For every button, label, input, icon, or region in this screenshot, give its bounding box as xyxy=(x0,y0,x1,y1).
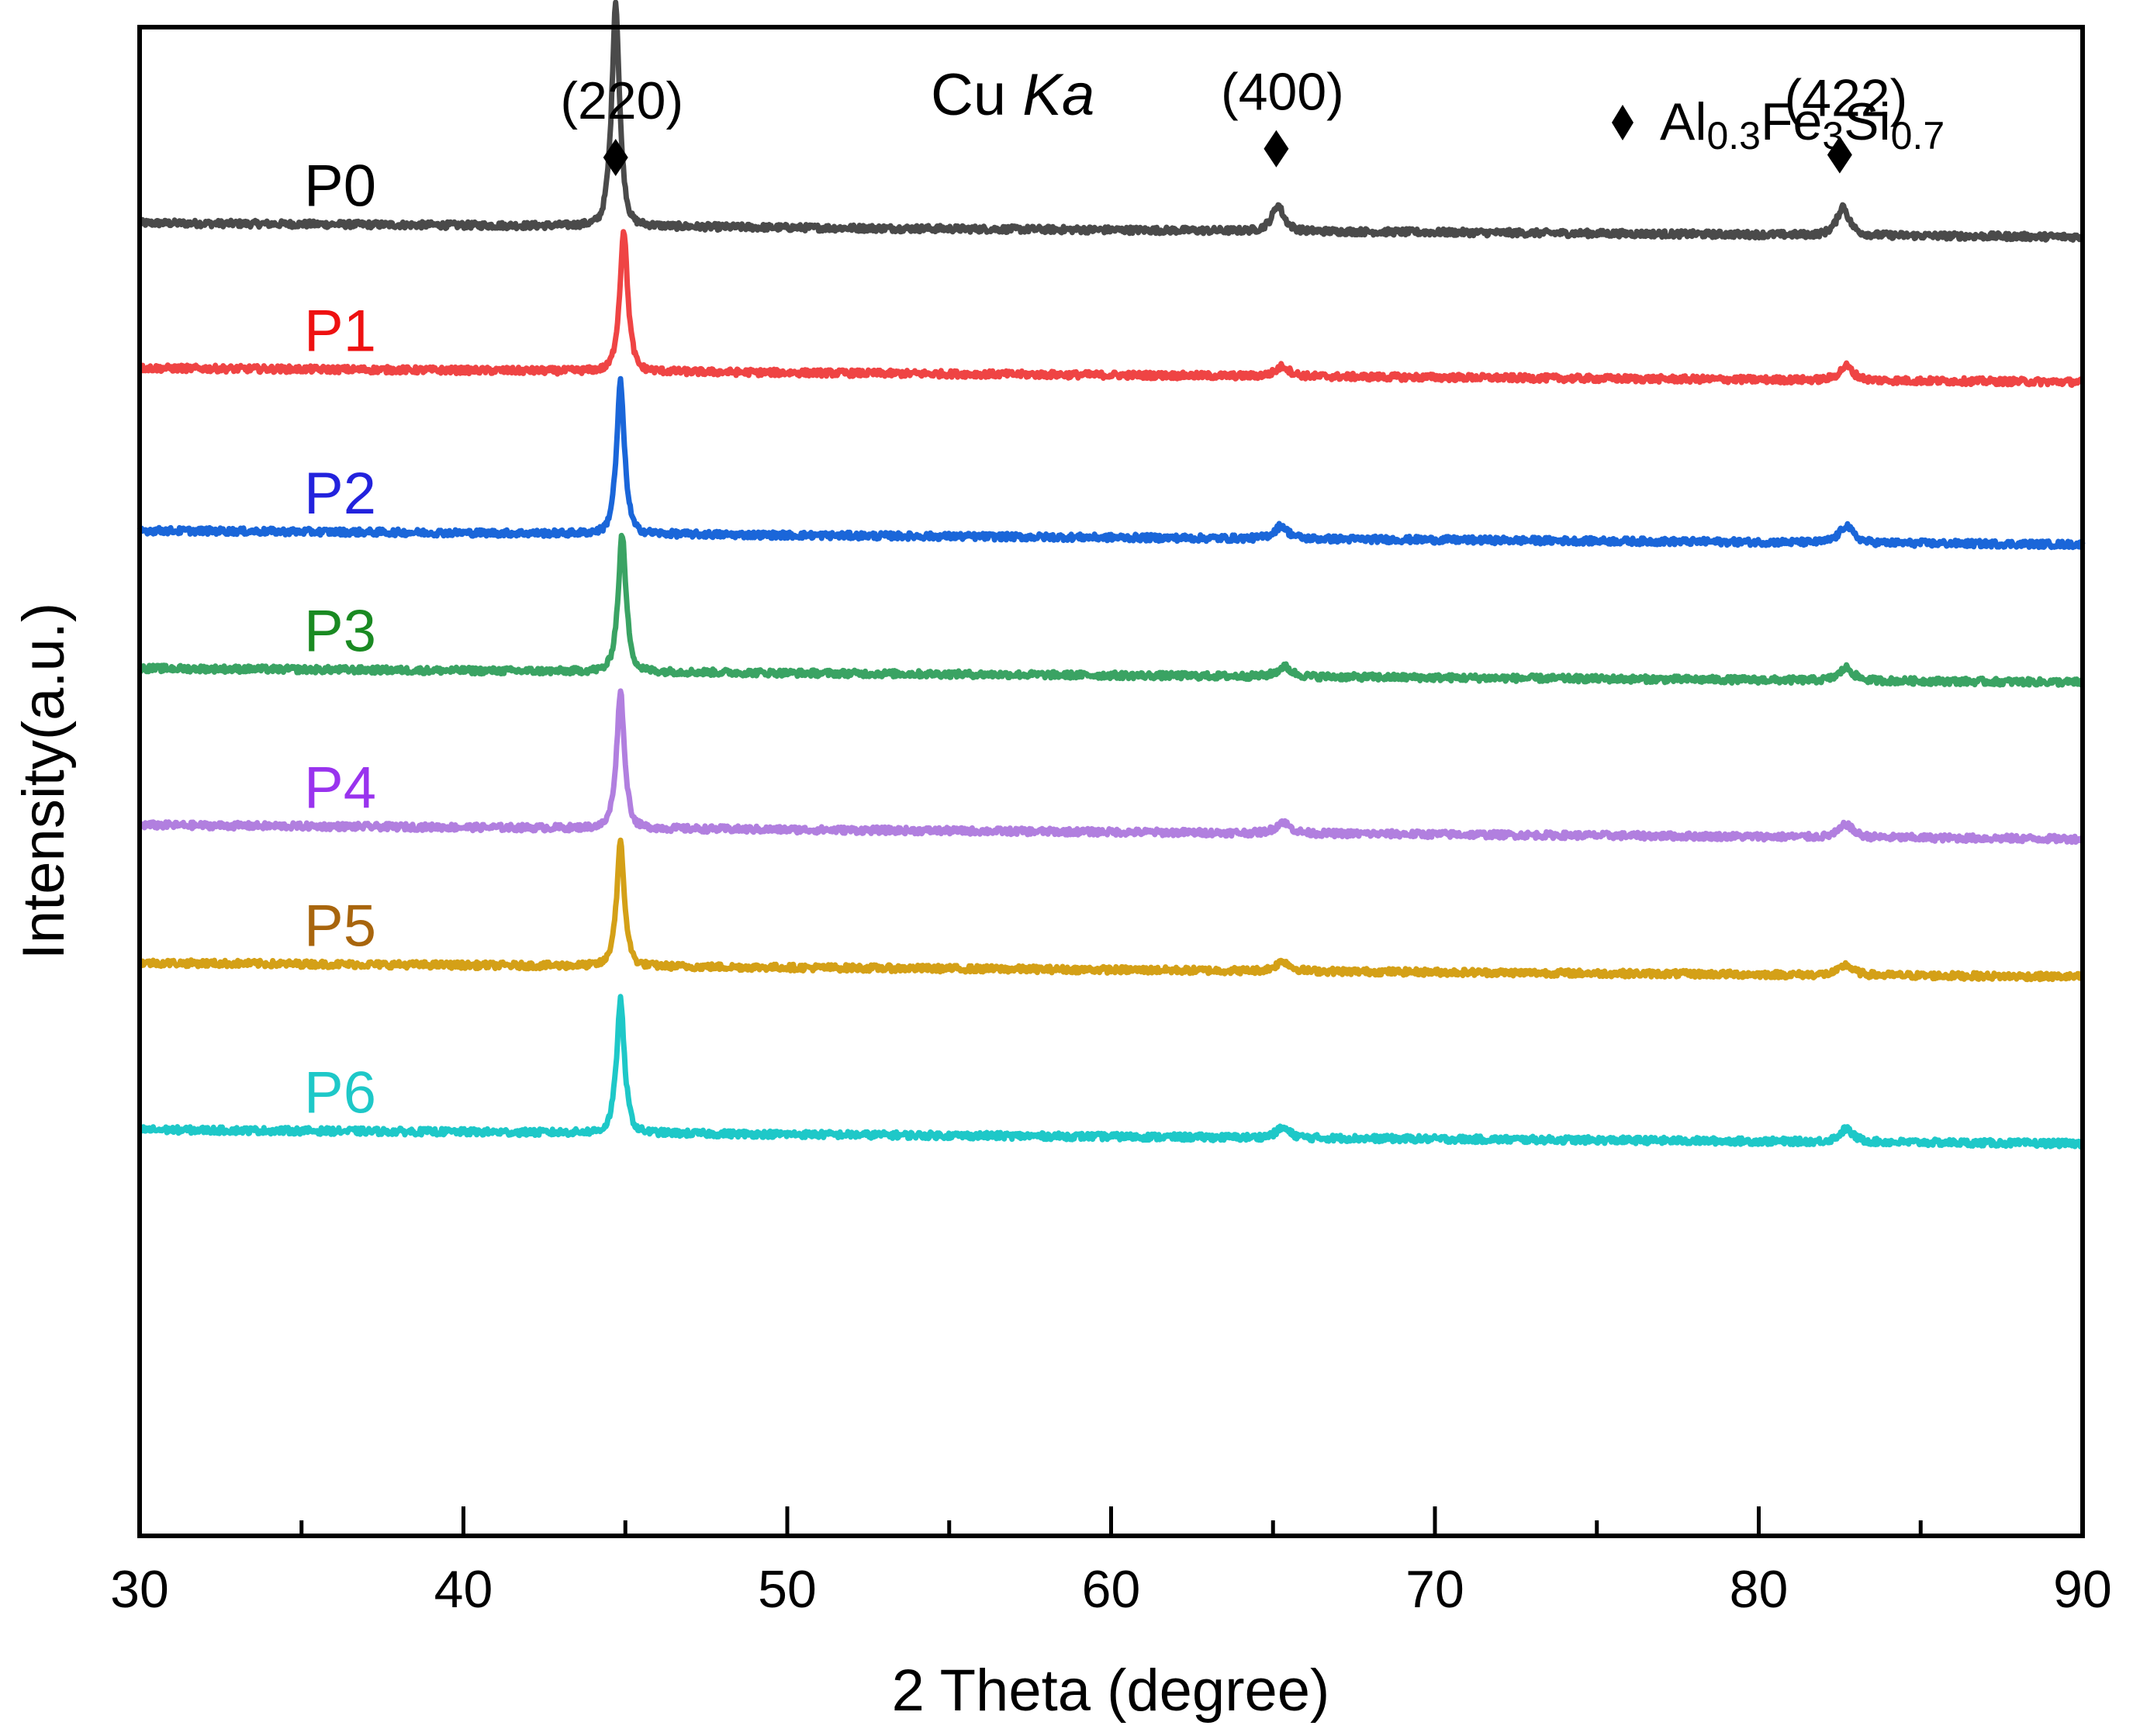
x-axis-ticks xyxy=(299,1506,1923,1536)
x-tick-label: 80 xyxy=(1730,1560,1789,1619)
legend-diamond-icon xyxy=(1612,105,1633,140)
legend-label: Al0.3Fe3Si0.7 xyxy=(1660,92,1945,157)
series-line-p0 xyxy=(137,0,2086,243)
peak-diamond-icon xyxy=(603,139,628,176)
x-axis-title: 2 Theta (degree) xyxy=(892,1658,1330,1724)
peak-label: (422) xyxy=(1785,69,1908,128)
x-tick-label: 60 xyxy=(1082,1560,1141,1619)
series-label-p4: P4 xyxy=(304,756,376,821)
series-line-p4 xyxy=(137,688,2085,846)
peak-label: (220) xyxy=(560,71,683,130)
x-tick-label: 40 xyxy=(434,1560,493,1619)
series-curves xyxy=(137,0,2086,1150)
x-tick-label: 30 xyxy=(110,1560,169,1619)
x-tick-label: 90 xyxy=(2053,1560,2112,1619)
series-label-p2: P2 xyxy=(304,461,376,527)
series-line-p5 xyxy=(137,837,2085,983)
x-tick-label: 50 xyxy=(758,1560,817,1619)
series-labels: P0 P1 P2 P3 P4 P5 P6 xyxy=(304,153,376,1126)
x-axis-tick-labels: 30 40 50 60 70 80 90 xyxy=(110,1560,2112,1619)
series-line-p3 xyxy=(137,532,2085,688)
y-axis-title: Intensity(a.u.) xyxy=(11,603,77,960)
series-label-p5: P5 xyxy=(304,893,376,959)
series-line-p6 xyxy=(137,994,2085,1150)
chart-title-prefix: Cu xyxy=(931,62,1022,128)
series-label-p0: P0 xyxy=(304,153,376,219)
x-tick-label: 70 xyxy=(1405,1560,1464,1619)
legend: Al0.3Fe3Si0.7 xyxy=(1612,92,1945,157)
peak-diamond-icon xyxy=(1264,130,1289,168)
peak-label: (400) xyxy=(1221,63,1344,122)
series-label-p6: P6 xyxy=(304,1060,376,1126)
peak-diamond-icon xyxy=(1827,136,1852,174)
chart-title-italic: Ka xyxy=(1022,62,1094,128)
peak-annotations: (220) (400) (422) xyxy=(560,63,1907,176)
series-line-p2 xyxy=(137,375,2086,551)
plot-frame xyxy=(137,25,2085,1538)
series-label-p3: P3 xyxy=(304,599,376,665)
series-label-p1: P1 xyxy=(304,298,376,364)
chart-title: Cu Ka xyxy=(931,62,1094,128)
series-line-p1 xyxy=(137,229,2086,388)
